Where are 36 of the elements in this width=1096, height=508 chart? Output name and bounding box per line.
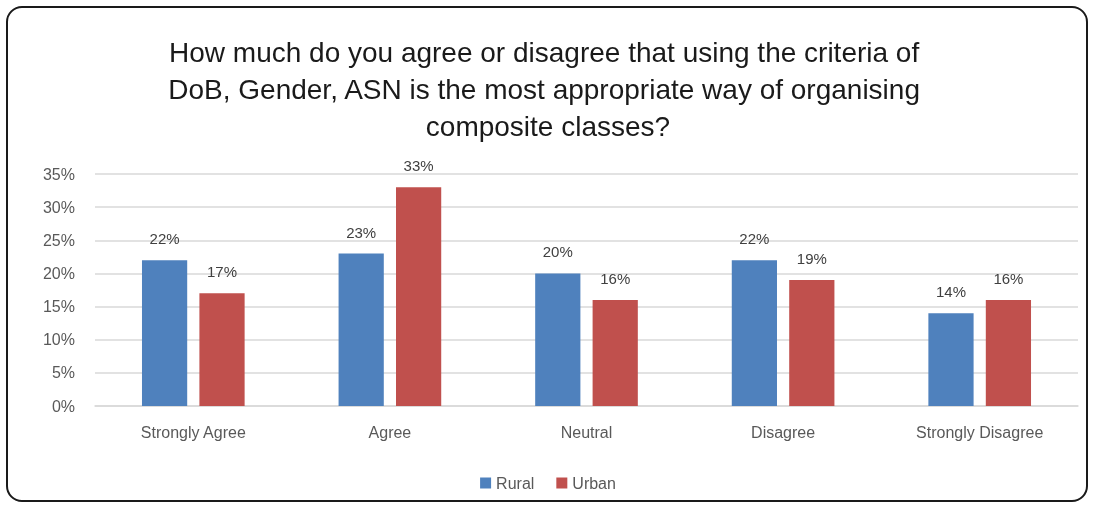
bar: [535, 273, 581, 406]
bar: [789, 280, 835, 406]
data-label: 16%: [993, 269, 1024, 287]
x-tick-label: Strongly Disagree: [916, 423, 1044, 441]
legend-label: Rural: [496, 474, 535, 492]
bar: [731, 260, 777, 406]
data-label: 23%: [346, 223, 377, 241]
bar: [396, 187, 442, 406]
y-tick-label: 30%: [42, 198, 75, 216]
bar: [985, 299, 1032, 406]
y-tick-label: 5%: [51, 364, 75, 382]
chart-title: How much do you agree or disagree that using the criteria of DoB, Gender, ASN is the most appropriate way of organising composite classes?: [168, 37, 928, 142]
data-label: 22%: [739, 230, 770, 248]
data-label: 19%: [796, 250, 827, 268]
bar: [338, 253, 384, 406]
x-tick-label: Agree: [368, 423, 412, 441]
bar: [592, 299, 638, 406]
data-label: 14%: [935, 283, 966, 301]
y-tick-label: 25%: [42, 231, 75, 249]
data-label: 22%: [149, 230, 180, 248]
bar: [928, 313, 974, 406]
y-tick-label: 15%: [42, 298, 75, 316]
y-tick-label: 0%: [51, 397, 75, 415]
data-label: 16%: [600, 269, 631, 287]
data-label: 20%: [542, 243, 573, 261]
x-tick-label: Neutral: [560, 423, 613, 441]
y-tick-label: 20%: [42, 264, 75, 282]
legend-label: Urban: [572, 474, 616, 492]
y-tick-label: 10%: [42, 331, 75, 349]
y-tick-label: 35%: [42, 165, 75, 183]
x-tick-label: Strongly Agree: [140, 423, 246, 441]
x-tick-label: Disagree: [751, 423, 816, 441]
bar: [199, 293, 245, 406]
data-label: 17%: [207, 263, 238, 281]
bar: [141, 260, 188, 406]
data-label: 33%: [403, 157, 434, 175]
